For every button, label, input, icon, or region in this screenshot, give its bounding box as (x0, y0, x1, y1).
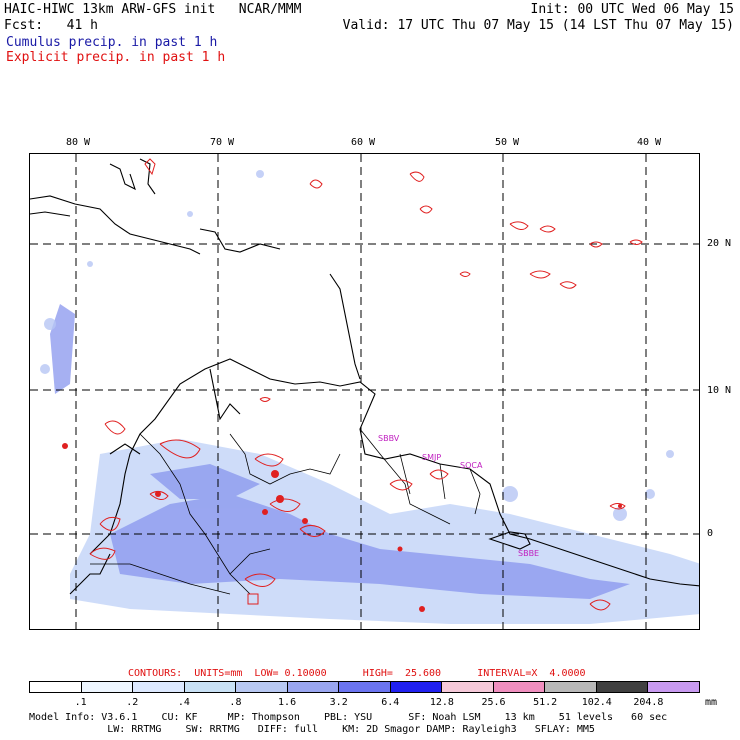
colorbar-swatch (236, 682, 288, 692)
lon-label-60w: 60 W (351, 137, 376, 148)
colorbar-units: mm (705, 697, 718, 708)
colorbar-swatch (596, 682, 649, 692)
station-sbbv: SBBV (378, 434, 400, 443)
map-svg: SBBV SMJP SOCA SBBE (30, 154, 699, 629)
colorbar-tick-label: .4 (177, 697, 190, 708)
colorbar-swatch (339, 682, 391, 692)
lon-label-80w: 80 W (66, 137, 91, 148)
colorbar-swatch (81, 682, 134, 692)
station-smjp: SMJP (422, 453, 441, 462)
forecast-hour: Fcst: 41 h (4, 18, 98, 33)
colorbar-swatch (545, 682, 597, 692)
lon-label-50w: 50 W (495, 137, 520, 148)
valid-time: Valid: 17 UTC Thu 07 May 15 (14 LST Thu … (342, 18, 734, 33)
lat-label-10n: 10 N (707, 385, 732, 396)
explicit-precip-cores (62, 443, 622, 612)
station-labels: SBBV SMJP SOCA SBBE (378, 434, 539, 558)
colorbar-tick-label: .2 (126, 697, 139, 708)
colorbar-tick-label: .1 (74, 697, 87, 708)
colorbar-tick-label: 12.8 (429, 697, 454, 708)
station-soca: SOCA (460, 461, 483, 470)
colorbar-swatch (287, 682, 340, 692)
station-sbbe: SBBE (518, 549, 539, 558)
explicit-precip-contours (89, 158, 643, 611)
colorbar-tick-label: 1.6 (278, 697, 297, 708)
graticule (30, 154, 699, 629)
colorbar-swatch (493, 682, 546, 692)
country-borders (90, 428, 481, 595)
legend-explicit: Explicit precip. in past 1 h (6, 50, 226, 65)
lon-label-70w: 70 W (210, 137, 235, 148)
contour-info: CONTOURS: UNITS=mm LOW= 0.10000 HIGH= 25… (128, 668, 586, 679)
lat-label-0: 0 (707, 528, 714, 539)
colorbar-swatch (390, 682, 443, 692)
colorbar-swatch (30, 682, 82, 692)
colorbar-tick-label: 102.4 (581, 697, 612, 708)
plot-title: HAIC-HIWC 13km ARW-GFS init NCAR/MMM (4, 2, 302, 17)
lat-label-20n: 20 N (707, 238, 732, 249)
cumulus-precip-dense (50, 304, 630, 599)
colorbar-swatch (648, 682, 699, 692)
init-time: Init: 00 UTC Wed 06 May 15 (530, 2, 735, 17)
lon-label-40w: 40 W (637, 137, 662, 148)
colorbar-tick-label: 51.2 (533, 697, 558, 708)
colorbar-swatch (184, 682, 237, 692)
model-info-line2: LW: RRTMG SW: RRTMG DIFF: full KM: 2D Sm… (29, 724, 595, 735)
colorbar-tick-label: 204.8 (633, 697, 664, 708)
colorbar-tick-label: 6.4 (381, 697, 400, 708)
cumulus-precip-scatter (40, 170, 674, 521)
colorbar-swatch (133, 682, 185, 692)
colorbar-swatch (442, 682, 494, 692)
colorbar-tick-label: 25.6 (481, 697, 506, 708)
precip-colorbar (29, 681, 700, 693)
coastlines (30, 158, 699, 595)
colorbar-tick-label: .8 (229, 697, 242, 708)
model-info-line1: Model Info: V3.6.1 CU: KF MP: Thompson P… (29, 712, 668, 723)
colorbar-tick-label: 3.2 (329, 697, 348, 708)
precip-map: SBBV SMJP SOCA SBBE (29, 153, 700, 630)
legend-cumulus: Cumulus precip. in past 1 h (6, 35, 218, 50)
